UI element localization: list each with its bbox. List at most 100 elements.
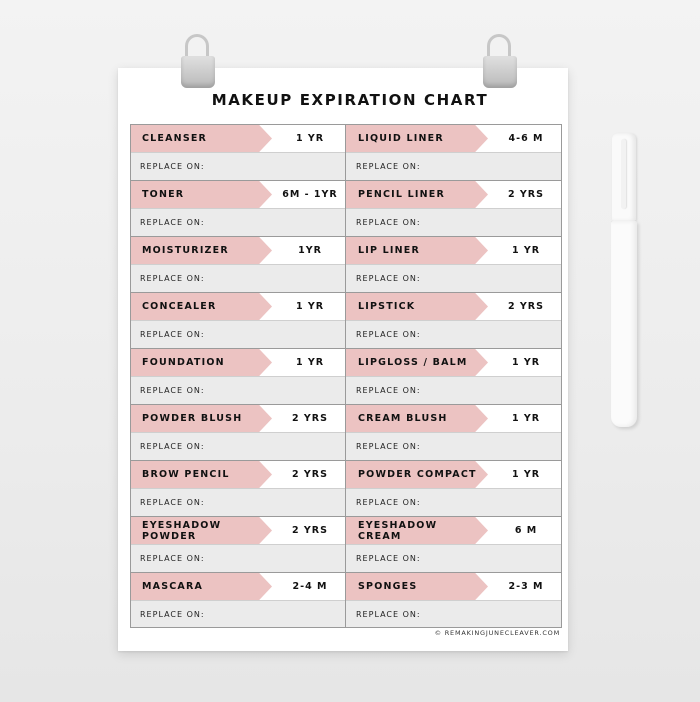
- shelf-life: 2-3 M: [508, 581, 544, 592]
- product-header: BROW PENCIL 2 YRS: [130, 460, 345, 488]
- product-name: LIQUID LINER: [358, 133, 444, 144]
- arrow-banner: [130, 573, 272, 600]
- replace-on-field[interactable]: REPLACE ON:: [346, 152, 562, 180]
- replace-on-field[interactable]: REPLACE ON:: [130, 264, 345, 292]
- arrow-banner: [130, 517, 272, 544]
- table-row: MOISTURIZER 1YR REPLACE ON: LIP LINER 1 YR RE…: [130, 236, 562, 292]
- product-cell: POWDER BLUSH 2 YRS REPLACE ON:: [130, 404, 346, 460]
- binder-clip-loop: [185, 34, 209, 62]
- replace-on-field[interactable]: REPLACE ON:: [130, 544, 345, 572]
- replace-on-field[interactable]: REPLACE ON:: [130, 208, 345, 236]
- shelf-life: 1 YR: [295, 133, 325, 144]
- replace-on-label: REPLACE ON:: [140, 162, 205, 171]
- replace-on-field[interactable]: REPLACE ON:: [130, 320, 345, 348]
- table-row: POWDER BLUSH 2 YRS REPLACE ON: CREAM BLUSH 1…: [130, 404, 562, 460]
- replace-on-field[interactable]: REPLACE ON:: [130, 376, 345, 404]
- arrow-banner: [346, 125, 488, 152]
- replace-on-field[interactable]: REPLACE ON:: [346, 488, 562, 516]
- table-row: TONER 6M - 1YR REPLACE ON: PENCIL LINER 2 YR…: [130, 180, 562, 236]
- shelf-life: 2 YRS: [292, 413, 328, 424]
- shelf-life: 1 YR: [511, 245, 541, 256]
- binder-clip-right: [483, 34, 517, 92]
- replace-on-field[interactable]: REPLACE ON:: [346, 432, 562, 460]
- replace-on-field[interactable]: REPLACE ON:: [346, 376, 562, 404]
- replace-on-label: REPLACE ON:: [356, 498, 421, 507]
- replace-on-field[interactable]: REPLACE ON:: [346, 264, 562, 292]
- replace-on-field[interactable]: REPLACE ON:: [346, 320, 562, 348]
- replace-on-field[interactable]: REPLACE ON:: [346, 208, 562, 236]
- replace-on-label: REPLACE ON:: [140, 274, 205, 283]
- table-row: CLEANSER 1 YR REPLACE ON: LIQUID LINER 4-6 M…: [130, 124, 562, 180]
- product-name: BROW PENCIL: [142, 469, 230, 480]
- pen-barrel: [611, 221, 637, 427]
- product-header: CLEANSER 1 YR: [130, 124, 345, 152]
- shelf-life: 2 YRS: [292, 525, 328, 536]
- replace-on-field[interactable]: REPLACE ON:: [130, 600, 345, 628]
- replace-on-field[interactable]: REPLACE ON:: [130, 488, 345, 516]
- product-header: TONER 6M - 1YR: [130, 180, 345, 208]
- replace-on-field[interactable]: REPLACE ON:: [346, 600, 562, 628]
- product-header: CONCEALER 1 YR: [130, 292, 345, 320]
- product-cell: CONCEALER 1 YR REPLACE ON:: [130, 292, 346, 348]
- shelf-life: 1 YR: [295, 301, 325, 312]
- arrow-banner: [346, 237, 488, 264]
- product-cell: TONER 6M - 1YR REPLACE ON:: [130, 180, 346, 236]
- product-name: PENCIL LINER: [358, 189, 446, 200]
- product-cell: EYESHADOW POWDER 2 YRS REPLACE ON:: [130, 516, 346, 572]
- arrow-banner: [130, 405, 272, 432]
- table-row: EYESHADOW POWDER 2 YRS REPLACE ON: EYESHADO…: [130, 516, 562, 572]
- shelf-life: 1 YR: [295, 357, 325, 368]
- product-name: CLEANSER: [142, 133, 208, 144]
- binder-clip-loop: [487, 34, 511, 62]
- table-row: MASCARA 2-4 M REPLACE ON: SPONGES 2-3 M REPLA…: [130, 572, 562, 628]
- replace-on-label: REPLACE ON:: [140, 498, 205, 507]
- shelf-life: 1 YR: [511, 357, 541, 368]
- arrow-banner: [346, 405, 488, 432]
- arrow-banner: [346, 573, 488, 600]
- product-header: MASCARA 2-4 M: [130, 572, 345, 600]
- replace-on-label: REPLACE ON:: [140, 386, 205, 395]
- replace-on-field[interactable]: REPLACE ON:: [130, 432, 345, 460]
- product-header: POWDER BLUSH 2 YRS: [130, 404, 345, 432]
- replace-on-label: REPLACE ON:: [140, 218, 205, 227]
- product-header: PENCIL LINER 2 YRS: [346, 180, 562, 208]
- replace-on-field[interactable]: REPLACE ON:: [346, 544, 562, 572]
- replace-on-label: REPLACE ON:: [356, 274, 421, 283]
- replace-on-label: REPLACE ON:: [356, 442, 421, 451]
- arrow-banner: [130, 237, 272, 264]
- product-header: SPONGES 2-3 M: [346, 572, 562, 600]
- product-header: POWDER COMPACT 1 YR: [346, 460, 562, 488]
- product-header: EYESHADOW CREAM 6 M: [346, 516, 562, 544]
- arrow-banner: [346, 293, 488, 320]
- product-cell: FOUNDATION 1 YR REPLACE ON:: [130, 348, 346, 404]
- marker-pen: [611, 133, 637, 438]
- product-name: MOISTURIZER: [142, 245, 229, 256]
- product-name: EYESHADOW POWDER: [142, 519, 222, 542]
- footer-credit: © REMAKINGJUNECLEAVER.COM: [434, 629, 560, 637]
- arrow-banner: [130, 349, 272, 376]
- chart-title: MAKEUP EXPIRATION CHART: [211, 91, 489, 109]
- product-header: CREAM BLUSH 1 YR: [346, 404, 562, 432]
- arrow-banner: [130, 181, 272, 208]
- replace-on-label: REPLACE ON:: [140, 554, 205, 563]
- product-name: LIPGLOSS / BALM: [358, 357, 468, 368]
- product-header: LIP LINER 1 YR: [346, 236, 562, 264]
- table-row: BROW PENCIL 2 YRS REPLACE ON: POWDER COMPAC…: [130, 460, 562, 516]
- shelf-life: 6M - 1YR: [282, 189, 338, 200]
- binder-clip-body: [181, 56, 215, 88]
- binder-clip-left: [181, 34, 215, 92]
- replace-on-label: REPLACE ON:: [140, 442, 205, 451]
- shelf-life: 1 YR: [511, 469, 541, 480]
- arrow-banner: [346, 181, 488, 208]
- product-name: MASCARA: [142, 581, 204, 592]
- product-name: POWDER COMPACT: [358, 469, 477, 480]
- product-cell: MASCARA 2-4 M REPLACE ON:: [130, 572, 346, 628]
- shelf-life: 2 YRS: [292, 469, 328, 480]
- product-name: CREAM BLUSH: [358, 413, 448, 424]
- product-header: MOISTURIZER 1YR: [130, 236, 345, 264]
- product-header: LIQUID LINER 4-6 M: [346, 124, 562, 152]
- product-cell: LIP LINER 1 YR REPLACE ON:: [346, 236, 562, 292]
- product-cell: CREAM BLUSH 1 YR REPLACE ON:: [346, 404, 562, 460]
- replace-on-field[interactable]: REPLACE ON:: [130, 152, 345, 180]
- shelf-life: 6 M: [514, 525, 538, 536]
